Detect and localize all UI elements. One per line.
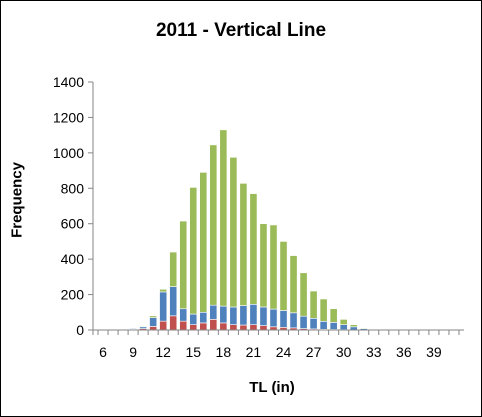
bar-segment — [149, 326, 158, 331]
x-tick-label: 24 — [276, 344, 292, 360]
bar-segment — [279, 310, 288, 328]
bar-segment — [239, 183, 248, 306]
bar-segment — [229, 324, 238, 331]
bar-segment — [259, 325, 268, 331]
bar-segment — [329, 308, 338, 323]
bar-segment — [179, 308, 188, 322]
bar-segment — [229, 156, 238, 308]
x-tick-label: 33 — [366, 344, 382, 360]
bar-segment — [199, 322, 208, 331]
bar-segment — [319, 298, 328, 322]
bar-segment — [169, 251, 178, 287]
bar-segment — [289, 255, 298, 314]
bar-segment — [219, 129, 228, 307]
x-tick-label: 39 — [426, 344, 442, 360]
y-tick-label: 1000 — [53, 145, 84, 161]
y-tick-label: 1400 — [53, 74, 84, 90]
y-tick-label: 200 — [61, 287, 85, 303]
bar-segment — [299, 315, 308, 329]
bar-segment — [289, 312, 298, 329]
bar-segment — [259, 306, 268, 326]
y-tick-label: 1200 — [53, 109, 84, 125]
bar-segment — [349, 326, 358, 331]
bar-segment — [199, 172, 208, 313]
bar-segment — [159, 320, 168, 331]
bar-segment — [299, 272, 308, 317]
bar-segment — [179, 320, 188, 331]
bar-segment — [209, 304, 218, 320]
bar-segment — [189, 313, 198, 325]
bar-segment — [239, 324, 248, 331]
y-tick-label: 0 — [76, 322, 84, 338]
chart-title: 2011 - Vertical Line — [155, 20, 327, 41]
bars-group — [119, 129, 398, 331]
bar-segment — [309, 290, 318, 319]
bar-segment — [309, 318, 318, 330]
bar-segment — [149, 315, 158, 318]
bar-segment — [329, 322, 338, 330]
bar-segment — [239, 305, 248, 326]
bar-segment — [269, 308, 278, 328]
x-tick-label: 21 — [246, 344, 262, 360]
y-tick-label: 600 — [61, 216, 85, 232]
bar-segment — [209, 319, 218, 331]
bar-segment — [249, 304, 258, 325]
bar-segment — [349, 324, 358, 328]
bar-segment — [359, 327, 368, 329]
bar-segment — [249, 324, 258, 331]
bar-segment — [139, 325, 148, 328]
bar-segment — [339, 324, 348, 330]
x-tick-label: 18 — [216, 344, 232, 360]
x-tick-label: 36 — [396, 344, 412, 360]
x-tick-label: 30 — [336, 344, 352, 360]
bar-segment — [159, 291, 168, 322]
bar-segment — [279, 241, 288, 311]
bar-segment — [319, 321, 328, 330]
bar-segment — [219, 322, 228, 331]
bar-segment — [259, 223, 268, 308]
bar-segment — [339, 319, 348, 325]
bar-segment — [269, 224, 278, 310]
bar-segment — [249, 193, 258, 305]
bar-segment — [169, 315, 178, 331]
bar-segment — [179, 220, 188, 310]
bar-segment — [149, 317, 158, 327]
x-tick-label: 9 — [129, 344, 137, 360]
bar-segment — [159, 288, 168, 293]
y-tick-label: 400 — [61, 251, 85, 267]
x-tick-label: 6 — [99, 344, 107, 360]
x-tick-label: 12 — [155, 344, 171, 360]
axes-group — [88, 81, 464, 335]
bar-segment — [219, 305, 228, 324]
bar-segment — [199, 311, 208, 324]
bar-segment — [169, 286, 178, 317]
x-tick-label: 15 — [185, 344, 201, 360]
y-tick-label: 800 — [61, 180, 85, 196]
x-axis-label: TL (in) — [249, 379, 295, 396]
bar-segment — [189, 324, 198, 331]
tick-labels-group: 0 200 400 600 800 1000 1200 1400 6 9 12 15 18 21 24 27 3… — [53, 74, 442, 360]
bar-segment — [209, 144, 218, 306]
bar-segment — [189, 187, 198, 315]
x-tick-label: 27 — [306, 344, 322, 360]
bar-segment — [229, 306, 238, 325]
